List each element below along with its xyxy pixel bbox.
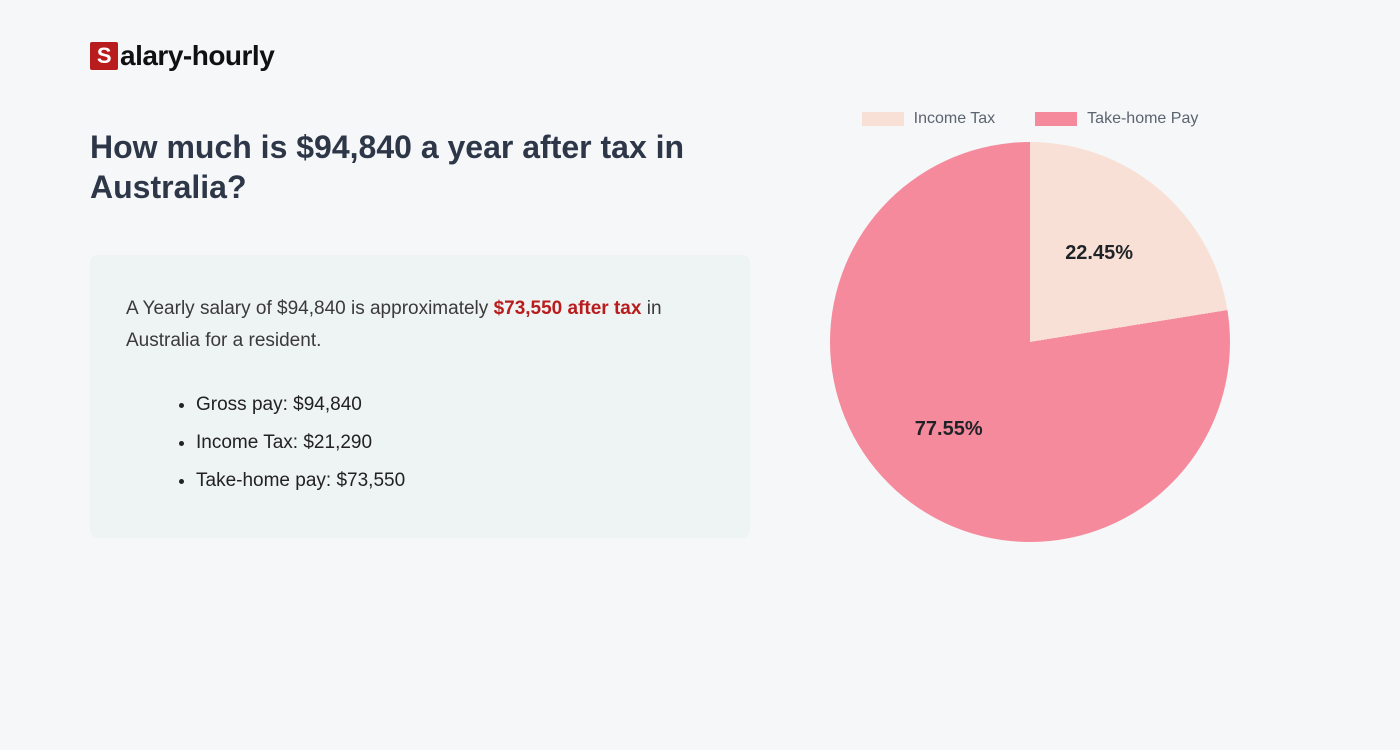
page-title: How much is $94,840 a year after tax in … (90, 127, 710, 207)
legend-swatch-take-home (1035, 112, 1077, 126)
pie-body (830, 142, 1230, 542)
legend-item-income-tax: Income Tax (862, 110, 996, 128)
summary-text: A Yearly salary of $94,840 is approximat… (126, 293, 714, 358)
bullet-gross-pay: Gross pay: $94,840 (196, 386, 714, 424)
legend-swatch-income-tax (862, 112, 904, 126)
pie-chart: 22.45% 77.55% (830, 142, 1230, 542)
summary-highlight: $73,550 after tax (494, 298, 642, 319)
bullet-take-home-pay: Take-home pay: $73,550 (196, 462, 714, 500)
legend-label-income-tax: Income Tax (914, 110, 996, 128)
logo-badge-icon: S (90, 42, 118, 70)
site-logo: Salary-hourly (90, 40, 750, 72)
slice-label-take-home: 77.55% (915, 418, 983, 441)
legend-label-take-home: Take-home Pay (1087, 110, 1198, 128)
legend-item-take-home: Take-home Pay (1035, 110, 1198, 128)
page-container: Salary-hourly How much is $94,840 a year… (0, 0, 1400, 582)
summary-prefix: A Yearly salary of $94,840 is approximat… (126, 298, 494, 319)
slice-label-income-tax: 22.45% (1065, 242, 1133, 265)
right-column: Income Tax Take-home Pay 22.45% 77.55% (810, 40, 1250, 542)
left-column: Salary-hourly How much is $94,840 a year… (90, 40, 750, 542)
summary-card: A Yearly salary of $94,840 is approximat… (90, 255, 750, 538)
logo-text: alary-hourly (120, 40, 274, 72)
bullet-income-tax: Income Tax: $21,290 (196, 424, 714, 462)
summary-bullets: Gross pay: $94,840 Income Tax: $21,290 T… (126, 386, 714, 500)
chart-legend: Income Tax Take-home Pay (862, 110, 1199, 128)
